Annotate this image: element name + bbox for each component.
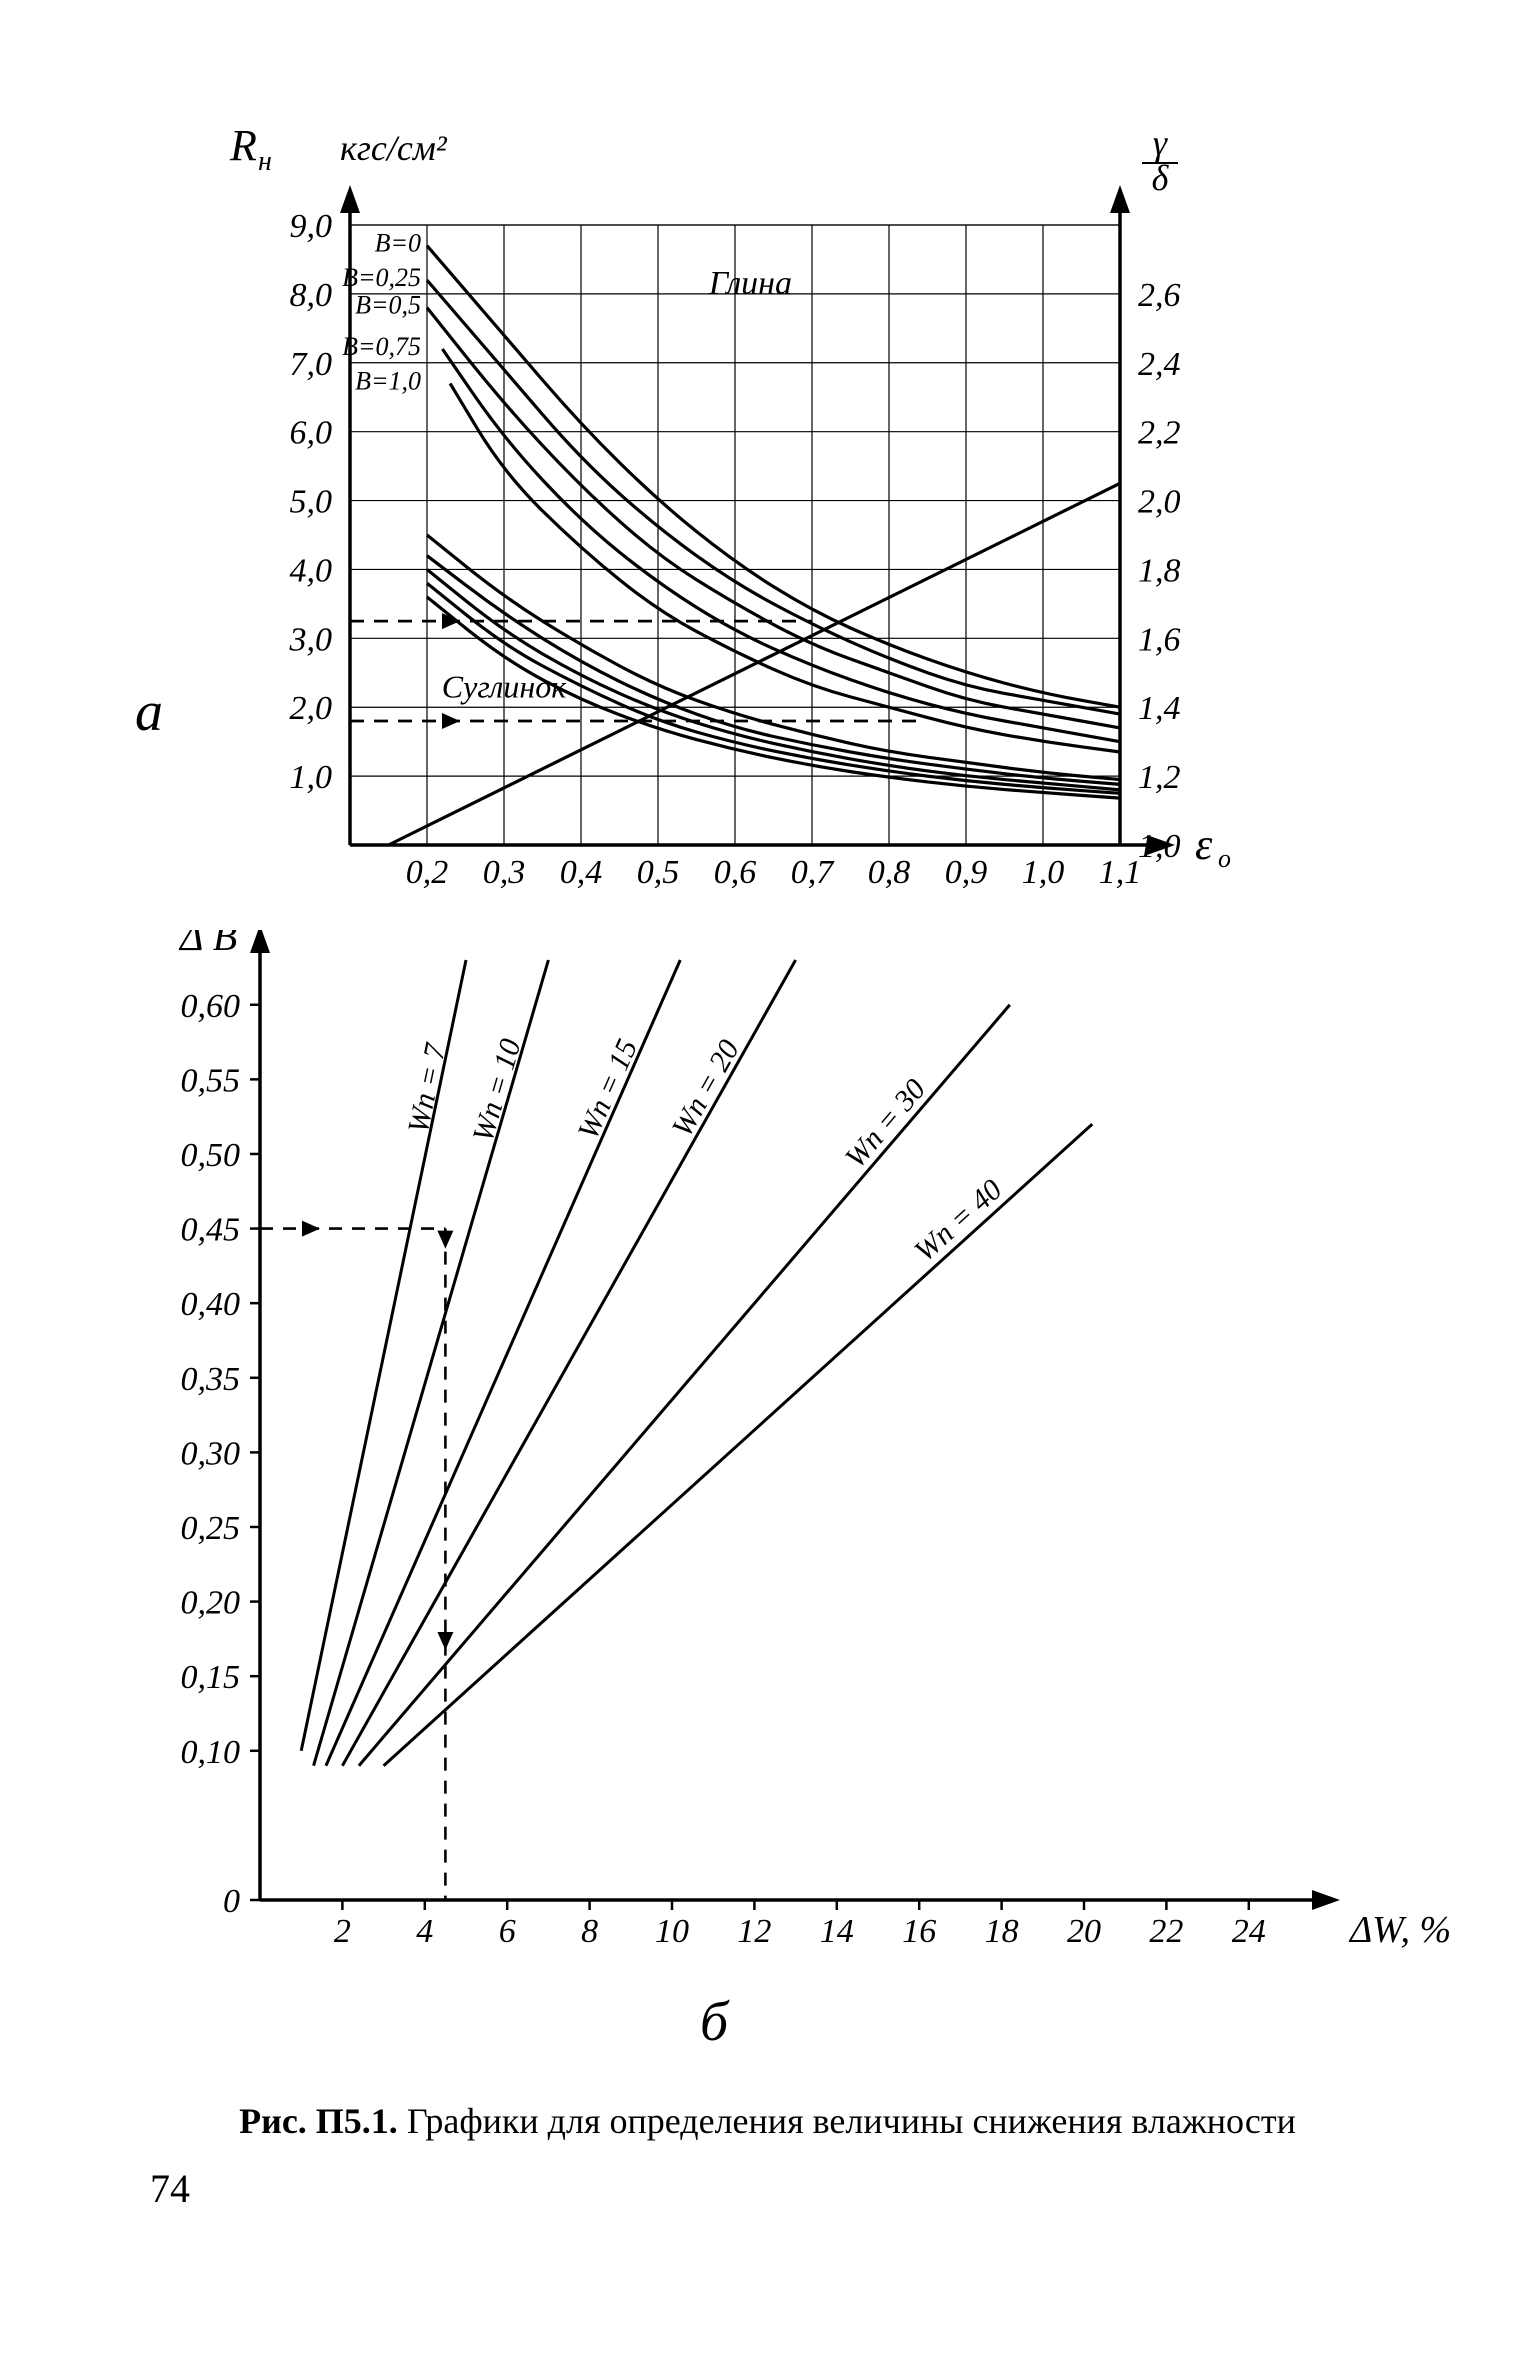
svg-text:22: 22 [1149, 1913, 1183, 1950]
line-label-5: Wn = 40 [908, 1173, 1008, 1268]
svg-text:Суглинок: Суглинок [442, 668, 567, 704]
svg-text:3,0: 3,0 [289, 621, 333, 658]
caption-ref: Рис. П5.1. [239, 2101, 398, 2141]
svg-text:24: 24 [1232, 1913, 1266, 1950]
chart-panel-a: Rн кгс/см² γδ 1,0 2,0 3,0 4,0 5,0 6,0 7,0 8,0 9,0 1,… [0, 120, 1535, 1020]
panel-a-label: а [135, 680, 163, 744]
svg-text:γ: γ [1153, 123, 1168, 163]
svg-text:6,0: 6,0 [290, 415, 333, 452]
svg-text:4,0: 4,0 [290, 552, 333, 589]
svg-text:1,0: 1,0 [1022, 854, 1065, 891]
svg-text:0,2: 0,2 [406, 854, 449, 891]
svg-text:0,3: 0,3 [483, 854, 526, 891]
svg-text:1,0: 1,0 [1138, 828, 1181, 865]
svg-text:0,35: 0,35 [181, 1361, 241, 1398]
svg-text:1,6: 1,6 [1138, 621, 1181, 658]
line-label-2: Wn = 15 [571, 1034, 644, 1144]
svg-text:1,0: 1,0 [290, 759, 333, 796]
svg-text:2,2: 2,2 [1138, 415, 1181, 452]
caption-text: Графики для определения величины снижени… [407, 2101, 1296, 2141]
svg-text:2: 2 [334, 1913, 351, 1950]
svg-text:0,45: 0,45 [181, 1212, 241, 1249]
svg-text:н: н [258, 146, 272, 177]
svg-text:o: o [1218, 844, 1231, 873]
svg-text:0,8: 0,8 [868, 854, 911, 891]
svg-text:8,0: 8,0 [290, 277, 333, 314]
svg-text:5,0: 5,0 [290, 484, 333, 521]
svg-text:0,4: 0,4 [560, 854, 603, 891]
svg-text:B=0: B=0 [375, 229, 421, 258]
svg-text:0,50: 0,50 [181, 1137, 241, 1174]
svg-text:14: 14 [820, 1913, 854, 1950]
svg-text:20: 20 [1067, 1913, 1101, 1950]
svg-text:16: 16 [902, 1913, 936, 1950]
svg-text:R: R [229, 121, 257, 170]
svg-text:2,6: 2,6 [1138, 277, 1181, 314]
svg-text:Δ B: Δ B [178, 930, 237, 959]
line-label-0: Wn = 7 [402, 1039, 453, 1136]
svg-text:9,0: 9,0 [290, 208, 333, 245]
svg-text:7,0: 7,0 [290, 346, 333, 383]
svg-text:0,6: 0,6 [714, 854, 757, 891]
svg-text:0,60: 0,60 [181, 988, 241, 1025]
svg-text:2,4: 2,4 [1138, 346, 1181, 383]
svg-text:0,10: 0,10 [181, 1734, 241, 1771]
svg-text:Глина: Глина [708, 265, 792, 302]
svg-text:2,0: 2,0 [290, 690, 333, 727]
svg-text:2,0: 2,0 [1138, 484, 1181, 521]
svg-text:12: 12 [737, 1913, 771, 1950]
svg-text:0,20: 0,20 [181, 1585, 241, 1622]
svg-text:4: 4 [416, 1913, 433, 1950]
svg-text:ε: ε [1195, 820, 1213, 869]
svg-text:18: 18 [985, 1913, 1019, 1950]
panel-b-label: б [700, 1990, 728, 2054]
svg-text:B=0,25: B=0,25 [342, 263, 421, 292]
svg-text:1,2: 1,2 [1138, 759, 1181, 796]
svg-text:кгс/см²: кгс/см² [340, 128, 448, 168]
svg-text:0,30: 0,30 [181, 1435, 241, 1472]
svg-text:B=0,5: B=0,5 [355, 291, 421, 320]
svg-text:B=0,75: B=0,75 [342, 332, 421, 361]
svg-text:0,9: 0,9 [945, 854, 988, 891]
svg-text:0,5: 0,5 [637, 854, 680, 891]
line-label-4: Wn = 30 [839, 1073, 932, 1174]
svg-text:6: 6 [499, 1913, 516, 1950]
page-number: 74 [150, 2165, 190, 2212]
line-label-1: Wn = 10 [466, 1035, 527, 1145]
svg-text:0,55: 0,55 [181, 1062, 241, 1099]
svg-text:0,40: 0,40 [181, 1286, 241, 1323]
figure-caption: Рис. П5.1. Графики для определения велич… [0, 2100, 1535, 2142]
svg-text:0,15: 0,15 [181, 1659, 241, 1696]
svg-text:δ: δ [1152, 158, 1170, 198]
line-Wn=40 [384, 1124, 1093, 1766]
svg-text:0,25: 0,25 [181, 1510, 241, 1547]
svg-text:10: 10 [655, 1913, 689, 1950]
line-label-3: Wn = 20 [666, 1034, 746, 1142]
svg-text:ΔW, %: ΔW, % [1348, 1909, 1451, 1951]
svg-text:1,8: 1,8 [1138, 552, 1181, 589]
svg-text:8: 8 [581, 1913, 598, 1950]
svg-text:1,1: 1,1 [1099, 854, 1142, 891]
svg-text:1,4: 1,4 [1138, 690, 1181, 727]
svg-text:0: 0 [223, 1883, 240, 1920]
chart-panel-b: 0 0,10 0,15 0,20 0,25 0,30 0,35 0,40 0,45 0,50 0,5… [0, 930, 1535, 2010]
svg-text:0,7: 0,7 [791, 854, 836, 891]
curve-B=0.5 [427, 308, 1120, 728]
svg-text:B=1,0: B=1,0 [355, 366, 421, 395]
